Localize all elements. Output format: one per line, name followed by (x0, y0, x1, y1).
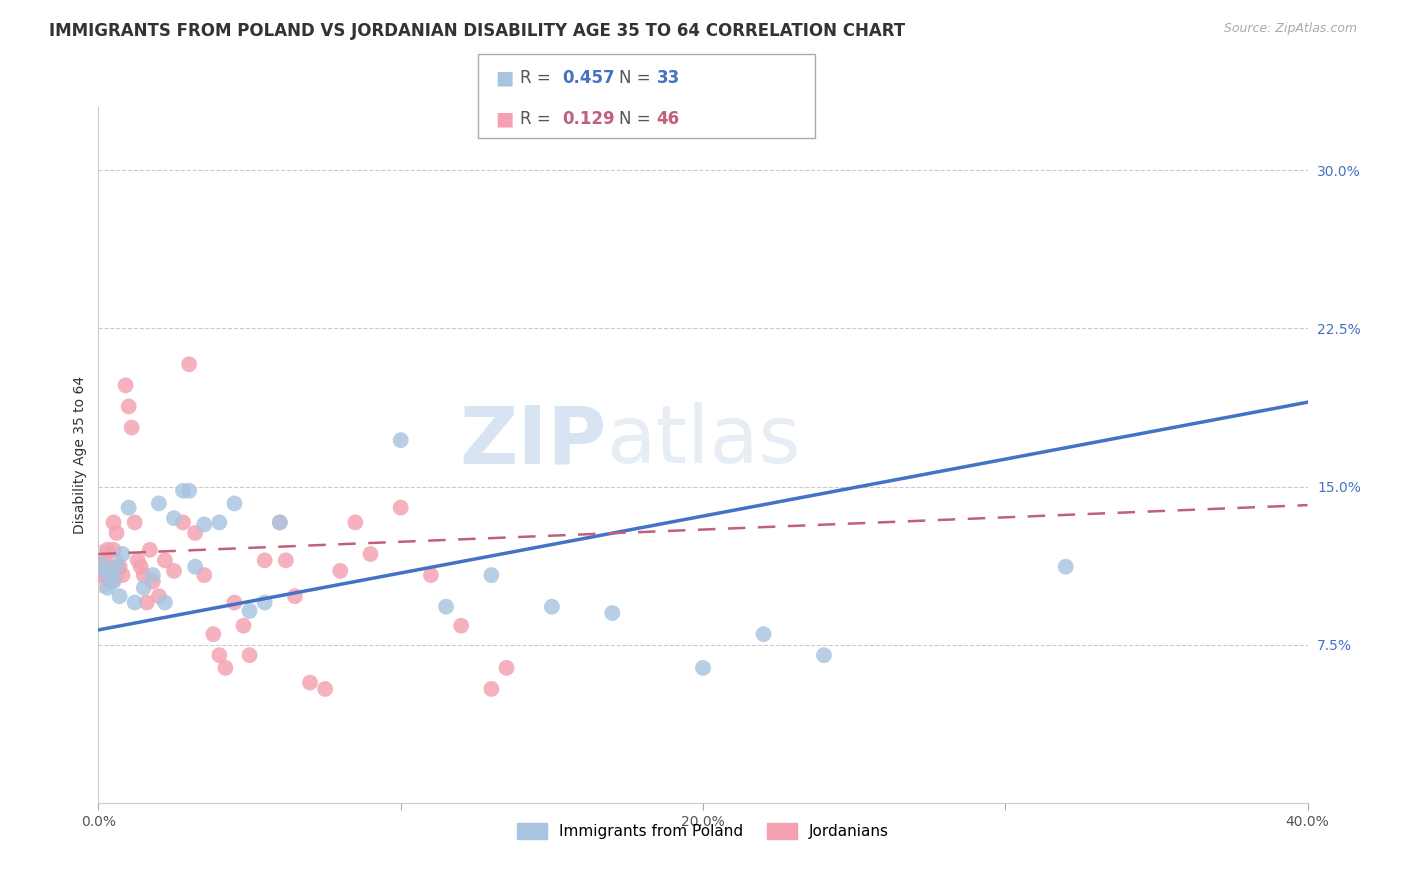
Point (495, 661, 517, 675)
Point (139, 542, 162, 557)
Point (132, 581, 155, 595)
Point (114, 378, 136, 392)
Point (124, 595, 146, 609)
Point (148, 496, 170, 510)
Point (232, 618, 254, 632)
Point (124, 516, 146, 530)
Point (389, 500, 412, 515)
Point (434, 599, 457, 614)
Text: 46: 46 (657, 110, 679, 128)
Point (153, 553, 176, 567)
Text: 0.129: 0.129 (562, 110, 614, 128)
Point (274, 553, 297, 567)
Point (344, 516, 367, 530)
Point (239, 604, 262, 618)
Point (118, 500, 141, 515)
Text: R =: R = (520, 69, 557, 87)
Point (179, 357, 201, 371)
Text: IMMIGRANTS FROM POLAND VS JORDANIAN DISABILITY AGE 35 TO 64 CORRELATION CHART: IMMIGRANTS FROM POLAND VS JORDANIAN DISA… (49, 22, 905, 40)
Point (153, 595, 176, 609)
Point (184, 525, 207, 540)
Point (389, 433, 412, 447)
Point (129, 559, 152, 574)
Point (103, 574, 125, 589)
Point (179, 483, 201, 498)
Point (96, 581, 118, 595)
Point (692, 661, 714, 675)
Point (214, 661, 236, 675)
Text: R =: R = (520, 110, 557, 128)
Y-axis label: Disability Age 35 to 64: Disability Age 35 to 64 (73, 376, 87, 534)
Point (420, 568, 443, 582)
Text: N =: N = (619, 110, 655, 128)
Point (90, 568, 112, 582)
Point (193, 517, 215, 532)
Point (132, 568, 155, 582)
Point (172, 516, 194, 530)
Point (450, 618, 472, 632)
Point (284, 589, 307, 603)
Point (540, 599, 562, 614)
Point (100, 574, 122, 589)
Point (163, 564, 186, 578)
Point (481, 568, 503, 582)
Point (752, 627, 775, 641)
Point (224, 496, 246, 510)
Point (111, 568, 134, 582)
Point (360, 547, 382, 561)
Point (329, 564, 352, 578)
Point (105, 525, 128, 540)
Point (142, 568, 165, 582)
Text: N =: N = (619, 69, 655, 87)
Point (127, 553, 149, 567)
Text: Source: ZipAtlas.com: Source: ZipAtlas.com (1223, 22, 1357, 36)
Point (208, 516, 231, 530)
Point (103, 542, 125, 557)
Point (111, 547, 134, 561)
Point (239, 648, 262, 663)
Point (90, 562, 112, 576)
Point (184, 559, 207, 574)
Point (90, 558, 112, 572)
Point (269, 516, 291, 530)
Text: ZIP: ZIP (458, 402, 606, 480)
Point (93, 564, 115, 578)
Point (299, 675, 322, 690)
Text: atlas: atlas (606, 402, 800, 480)
Point (108, 589, 131, 603)
Point (105, 559, 128, 574)
Point (253, 595, 276, 609)
Point (602, 606, 624, 620)
Point (148, 589, 170, 603)
Point (118, 400, 141, 414)
Point (172, 483, 194, 498)
Point (100, 568, 122, 582)
Text: 33: 33 (657, 69, 681, 87)
Point (121, 420, 143, 434)
Point (269, 516, 291, 530)
Point (163, 511, 186, 525)
Text: 0.457: 0.457 (562, 69, 614, 87)
Text: ■: ■ (495, 68, 513, 87)
Point (90, 562, 112, 576)
Legend: Immigrants from Poland, Jordanians: Immigrants from Poland, Jordanians (510, 817, 896, 846)
Point (135, 595, 157, 609)
Point (224, 595, 246, 609)
Point (813, 648, 835, 663)
Point (96, 542, 118, 557)
Point (93, 553, 115, 567)
Point (208, 648, 231, 663)
Text: ■: ■ (495, 109, 513, 128)
Point (142, 574, 165, 589)
Point (253, 553, 276, 567)
Point (202, 627, 225, 641)
Point (314, 681, 336, 696)
Point (108, 559, 131, 574)
Point (481, 681, 503, 696)
Point (1054, 559, 1077, 574)
Point (193, 568, 215, 582)
Point (103, 516, 125, 530)
